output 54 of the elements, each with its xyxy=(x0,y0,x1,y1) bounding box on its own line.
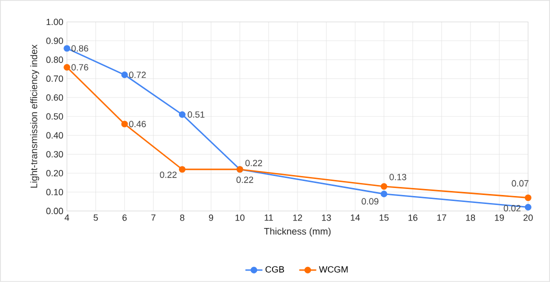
point xyxy=(121,72,128,78)
point xyxy=(380,183,388,190)
y-tick-label: 0.10 xyxy=(46,188,64,196)
x-tick-label: 15 xyxy=(380,214,389,221)
y-tick-label: 1.00 xyxy=(46,18,64,26)
point xyxy=(178,166,186,173)
x-tick-label: 19 xyxy=(494,214,504,221)
data-label: 0.07 xyxy=(512,180,528,187)
x-tick-label: 16 xyxy=(408,214,418,221)
data-label: 0.09 xyxy=(362,198,378,205)
point xyxy=(524,204,532,211)
data-label: 0.76 xyxy=(71,64,88,71)
y-axis-title: Light-transmission efficiency index xyxy=(30,44,40,188)
y-tick-label: 0.60 xyxy=(46,94,64,101)
legend-label: CGB xyxy=(266,266,284,273)
x-tick-label: 6 xyxy=(122,214,127,221)
y-tick-label: 0.80 xyxy=(46,56,64,63)
legend-label: WCGM xyxy=(318,266,348,273)
point xyxy=(178,111,186,118)
x-tick-label: 12 xyxy=(293,214,302,221)
data-label: 0.46 xyxy=(129,120,146,128)
data-label: 0.02 xyxy=(504,205,520,212)
y-tick-label: 0.90 xyxy=(46,38,64,44)
x-tick-label: 4 xyxy=(64,214,70,221)
x-tick-label: 8 xyxy=(180,214,184,221)
point xyxy=(380,190,388,198)
y-tick-label: 0.20 xyxy=(46,170,64,176)
data-label: 0.51 xyxy=(188,111,204,118)
point xyxy=(121,120,128,128)
point xyxy=(64,64,70,71)
x-tick-label: 13 xyxy=(322,214,331,221)
data-label: 0.72 xyxy=(129,72,146,78)
y-tick-label: 0.00 xyxy=(46,208,64,214)
point xyxy=(64,45,70,52)
point xyxy=(524,194,532,202)
y-tick-label: 0.50 xyxy=(46,113,64,120)
x-axis-title: Thickness (mm) xyxy=(264,228,331,237)
x-tick-label: 11 xyxy=(264,214,273,221)
x-tick-label: 7 xyxy=(151,214,156,221)
data-label: 0.22 xyxy=(160,172,177,178)
y-tick-label: 0.30 xyxy=(46,151,64,158)
data-label: 0.22 xyxy=(236,176,254,183)
x-tick-label: 18 xyxy=(466,214,476,221)
x-tick-label: 17 xyxy=(437,214,446,221)
x-tick-label: 14 xyxy=(350,214,360,221)
y-tick-label: 0.70 xyxy=(46,75,64,82)
x-tick-label: 20 xyxy=(524,214,533,221)
data-label: 0.86 xyxy=(71,45,88,52)
x-tick-label: 10 xyxy=(236,214,245,221)
data-label: 0.22 xyxy=(245,160,262,166)
x-tick-label: 9 xyxy=(208,214,214,221)
data-label: 0.13 xyxy=(390,174,406,180)
x-tick-label: 5 xyxy=(94,214,98,221)
y-tick-label: 0.40 xyxy=(46,132,64,139)
